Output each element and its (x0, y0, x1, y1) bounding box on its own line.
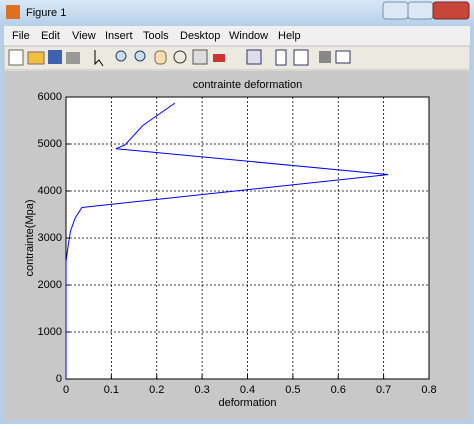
x-tick-label: 0 (63, 384, 69, 396)
tool-new[interactable] (8, 49, 24, 66)
tool-legend[interactable] (293, 49, 309, 66)
window-title: Figure 1 (26, 7, 66, 19)
menu-item[interactable]: View (72, 30, 96, 42)
y-tick-label: 2000 (38, 279, 62, 291)
y-tick-label: 3000 (38, 232, 62, 244)
menu-item[interactable]: Edit (41, 30, 60, 42)
y-tick-label: 6000 (38, 91, 62, 103)
chart-title: contrainte deformation (193, 79, 302, 91)
tool-zoom-in[interactable] (115, 50, 127, 62)
x-tick-label: 0.6 (331, 384, 346, 396)
maximize-button[interactable] (407, 1, 434, 20)
menu-item[interactable]: Insert (105, 30, 133, 42)
x-tick-label: 0.4 (240, 384, 255, 396)
menu-bar: File Edit View Insert Tools Desktop Window Help (12, 30, 301, 42)
tool-pan[interactable] (154, 50, 167, 65)
tool-brush[interactable] (213, 54, 225, 62)
x-tick-label: 0.5 (285, 384, 300, 396)
toolbar (3, 45, 471, 71)
menu-item[interactable]: Help (278, 30, 301, 42)
tool-dock[interactable] (335, 50, 351, 64)
tool-pointer[interactable] (94, 50, 104, 67)
x-tick-label: 0.3 (194, 384, 209, 396)
x-tick-label: 0.1 (104, 384, 119, 396)
tool-rotate[interactable] (173, 50, 187, 64)
chart: contrainte deformation deformation contrai… (24, 79, 437, 409)
x-tick-label: 0.2 (149, 384, 164, 396)
y-tick-label: 5000 (38, 138, 62, 150)
y-axis-label: contrainte(Mpa) (24, 199, 36, 276)
menu-item[interactable]: Window (229, 30, 268, 42)
app-icon (6, 5, 20, 19)
close-button[interactable] (432, 1, 470, 20)
tool-print[interactable] (66, 52, 80, 64)
toolbar-icons (8, 49, 351, 67)
tool-datacursor[interactable] (192, 49, 208, 65)
data-line (65, 102, 389, 379)
minimize-button[interactable] (382, 1, 409, 20)
tool-save[interactable] (48, 50, 62, 64)
y-tick-label: 1000 (38, 326, 62, 338)
x-axis-label: deformation (218, 397, 276, 409)
tool-zoom-out[interactable] (134, 50, 146, 62)
menu-item[interactable]: Desktop (180, 30, 220, 42)
tool-colorbar[interactable] (275, 49, 287, 66)
x-tick-label: 0.8 (421, 384, 436, 396)
y-tick-label: 0 (56, 373, 62, 385)
axes-box (65, 96, 430, 380)
menu-item[interactable]: Tools (143, 30, 169, 42)
x-tick-label: 0.7 (376, 384, 391, 396)
y-tick-label: 4000 (38, 185, 62, 197)
tool-hide[interactable] (319, 51, 331, 63)
tool-open[interactable] (27, 51, 45, 65)
tool-link[interactable] (246, 49, 262, 65)
menu-item[interactable]: File (12, 30, 30, 42)
